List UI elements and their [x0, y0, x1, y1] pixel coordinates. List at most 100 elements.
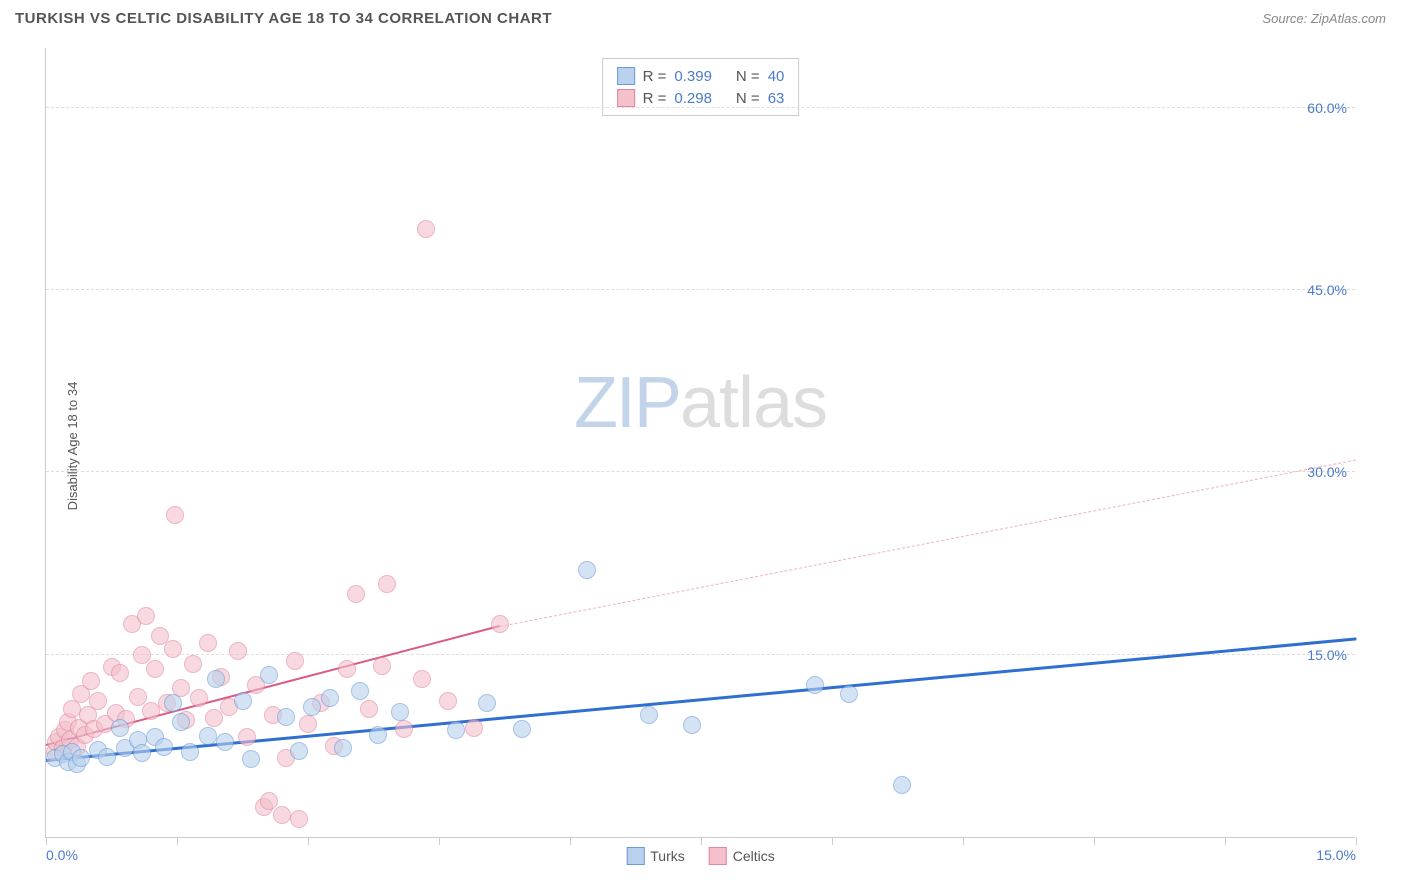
- r-label: R =: [643, 90, 667, 107]
- r-label: R =: [643, 68, 667, 85]
- swatch-turks: [626, 847, 644, 865]
- bottom-legend: Turks Celtics: [626, 847, 775, 865]
- gridline-h: [46, 107, 1355, 108]
- scatter-point-turks: [478, 694, 496, 712]
- scatter-point-turks: [513, 720, 531, 738]
- scatter-point-celtics: [491, 615, 509, 633]
- scatter-point-celtics: [290, 810, 308, 828]
- scatter-point-turks: [133, 744, 151, 762]
- r-value-celtics: 0.298: [674, 90, 712, 107]
- scatter-point-celtics: [413, 670, 431, 688]
- scatter-point-turks: [334, 739, 352, 757]
- x-tick: [570, 837, 571, 845]
- scatter-point-turks: [155, 738, 173, 756]
- stats-row-celtics: R = 0.298 N = 63: [617, 87, 785, 109]
- scatter-point-celtics: [190, 689, 208, 707]
- scatter-point-turks: [216, 733, 234, 751]
- swatch-celtics: [709, 847, 727, 865]
- scatter-point-turks: [303, 698, 321, 716]
- scatter-point-turks: [260, 666, 278, 684]
- y-tick-label: 15.0%: [1307, 647, 1347, 663]
- scatter-point-turks: [578, 561, 596, 579]
- scatter-point-celtics: [299, 715, 317, 733]
- watermark-zip: ZIP: [574, 363, 680, 443]
- scatter-point-turks: [447, 721, 465, 739]
- y-tick-label: 45.0%: [1307, 282, 1347, 298]
- gridline-h: [46, 289, 1355, 290]
- scatter-point-celtics: [347, 585, 365, 603]
- x-tick: [1356, 837, 1357, 845]
- watermark: ZIPatlas: [574, 362, 827, 444]
- n-label: N =: [736, 68, 760, 85]
- scatter-point-celtics: [199, 634, 217, 652]
- scatter-point-celtics: [378, 575, 396, 593]
- scatter-point-turks: [207, 670, 225, 688]
- scatter-point-celtics: [146, 660, 164, 678]
- r-value-turks: 0.399: [674, 68, 712, 85]
- scatter-point-celtics: [286, 652, 304, 670]
- scatter-point-turks: [181, 743, 199, 761]
- scatter-point-celtics: [111, 664, 129, 682]
- scatter-point-celtics: [137, 607, 155, 625]
- x-tick: [701, 837, 702, 845]
- x-tick: [832, 837, 833, 845]
- x-tick-label-right: 15.0%: [1316, 847, 1356, 863]
- scatter-point-celtics: [395, 720, 413, 738]
- scatter-point-celtics: [439, 692, 457, 710]
- scatter-point-turks: [111, 719, 129, 737]
- scatter-point-turks: [321, 689, 339, 707]
- y-tick-label: 60.0%: [1307, 100, 1347, 116]
- x-tick: [1094, 837, 1095, 845]
- scatter-point-celtics: [338, 660, 356, 678]
- n-label: N =: [736, 90, 760, 107]
- scatter-point-turks: [277, 708, 295, 726]
- source-text: Source: ZipAtlas.com: [1262, 11, 1386, 26]
- scatter-point-turks: [234, 692, 252, 710]
- swatch-turks: [617, 67, 635, 85]
- x-tick: [177, 837, 178, 845]
- scatter-point-celtics: [82, 672, 100, 690]
- scatter-point-turks: [893, 776, 911, 794]
- scatter-point-turks: [840, 685, 858, 703]
- scatter-point-celtics: [184, 655, 202, 673]
- scatter-point-turks: [164, 694, 182, 712]
- scatter-point-celtics: [89, 692, 107, 710]
- x-tick-label-left: 0.0%: [46, 847, 78, 863]
- x-tick: [46, 837, 47, 845]
- scatter-point-turks: [199, 727, 217, 745]
- scatter-point-turks: [806, 676, 824, 694]
- chart-title: TURKISH VS CELTIC DISABILITY AGE 18 TO 3…: [15, 10, 552, 27]
- trend-line-dashed: [500, 459, 1356, 626]
- x-tick: [963, 837, 964, 845]
- scatter-point-celtics: [166, 506, 184, 524]
- scatter-point-celtics: [260, 792, 278, 810]
- scatter-point-celtics: [205, 709, 223, 727]
- scatter-point-turks: [391, 703, 409, 721]
- scatter-point-celtics: [229, 642, 247, 660]
- legend-label-turks: Turks: [650, 848, 684, 864]
- chart-header: TURKISH VS CELTIC DISABILITY AGE 18 TO 3…: [0, 0, 1406, 33]
- scatter-point-turks: [242, 750, 260, 768]
- watermark-atlas: atlas: [680, 363, 827, 443]
- scatter-point-celtics: [164, 640, 182, 658]
- gridline-h: [46, 471, 1355, 472]
- n-value-celtics: 63: [768, 90, 785, 107]
- scatter-point-celtics: [465, 719, 483, 737]
- x-tick: [308, 837, 309, 845]
- scatter-point-turks: [683, 716, 701, 734]
- scatter-point-celtics: [273, 806, 291, 824]
- scatter-point-turks: [369, 726, 387, 744]
- legend-item-celtics: Celtics: [709, 847, 775, 865]
- swatch-celtics: [617, 89, 635, 107]
- scatter-point-turks: [290, 742, 308, 760]
- scatter-point-celtics: [133, 646, 151, 664]
- legend-label-celtics: Celtics: [733, 848, 775, 864]
- stats-row-turks: R = 0.399 N = 40: [617, 65, 785, 87]
- scatter-point-turks: [640, 706, 658, 724]
- x-tick: [1225, 837, 1226, 845]
- scatter-point-celtics: [373, 657, 391, 675]
- scatter-chart: ZIPatlas R = 0.399 N = 40 R = 0.298 N = …: [45, 48, 1355, 838]
- scatter-point-turks: [172, 713, 190, 731]
- scatter-point-turks: [351, 682, 369, 700]
- scatter-point-celtics: [238, 728, 256, 746]
